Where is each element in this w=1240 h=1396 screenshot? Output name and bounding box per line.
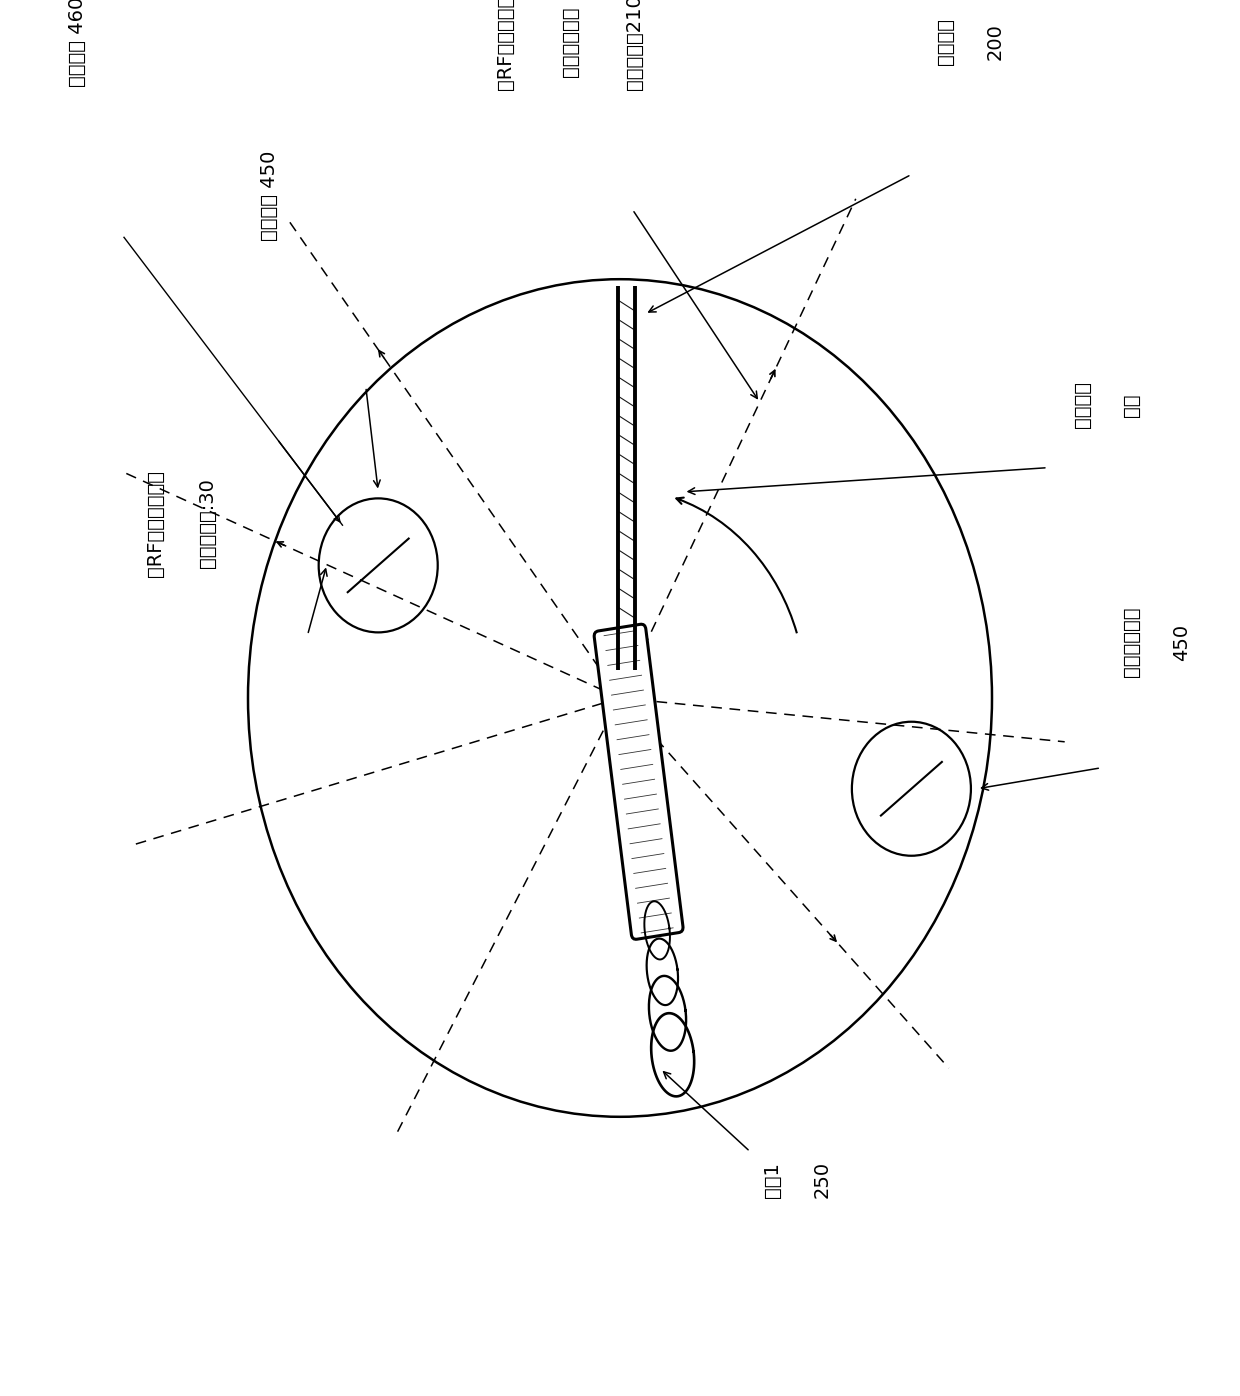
Text: 冲击线圈 450: 冲击线圈 450 [260,151,279,240]
Text: 补偿冲击线圈: 补偿冲击线圈 [1122,607,1141,677]
Text: 250: 250 [812,1161,831,1198]
Text: 当RF最小时的射束: 当RF最小时的射束 [146,470,165,577]
FancyBboxPatch shape [594,624,683,940]
Text: 环路1: 环路1 [763,1161,781,1198]
Text: 450: 450 [1172,624,1190,660]
Text: 加速间隙: 加速间隙 [936,18,955,66]
Text: 提取通道 460: 提取通道 460 [68,0,87,87]
Text: 位置的位点:30: 位置的位点:30 [198,479,217,568]
Text: 当RF的改变速率: 当RF的改变速率 [496,0,515,89]
Text: 方向: 方向 [1122,394,1141,416]
Text: 200: 200 [986,24,1004,60]
Text: 最小时的射束: 最小时的射束 [560,7,579,77]
Text: 位置的位点210: 位置的位点210 [625,0,644,89]
Text: 射束旋转: 射束旋转 [1073,381,1091,429]
